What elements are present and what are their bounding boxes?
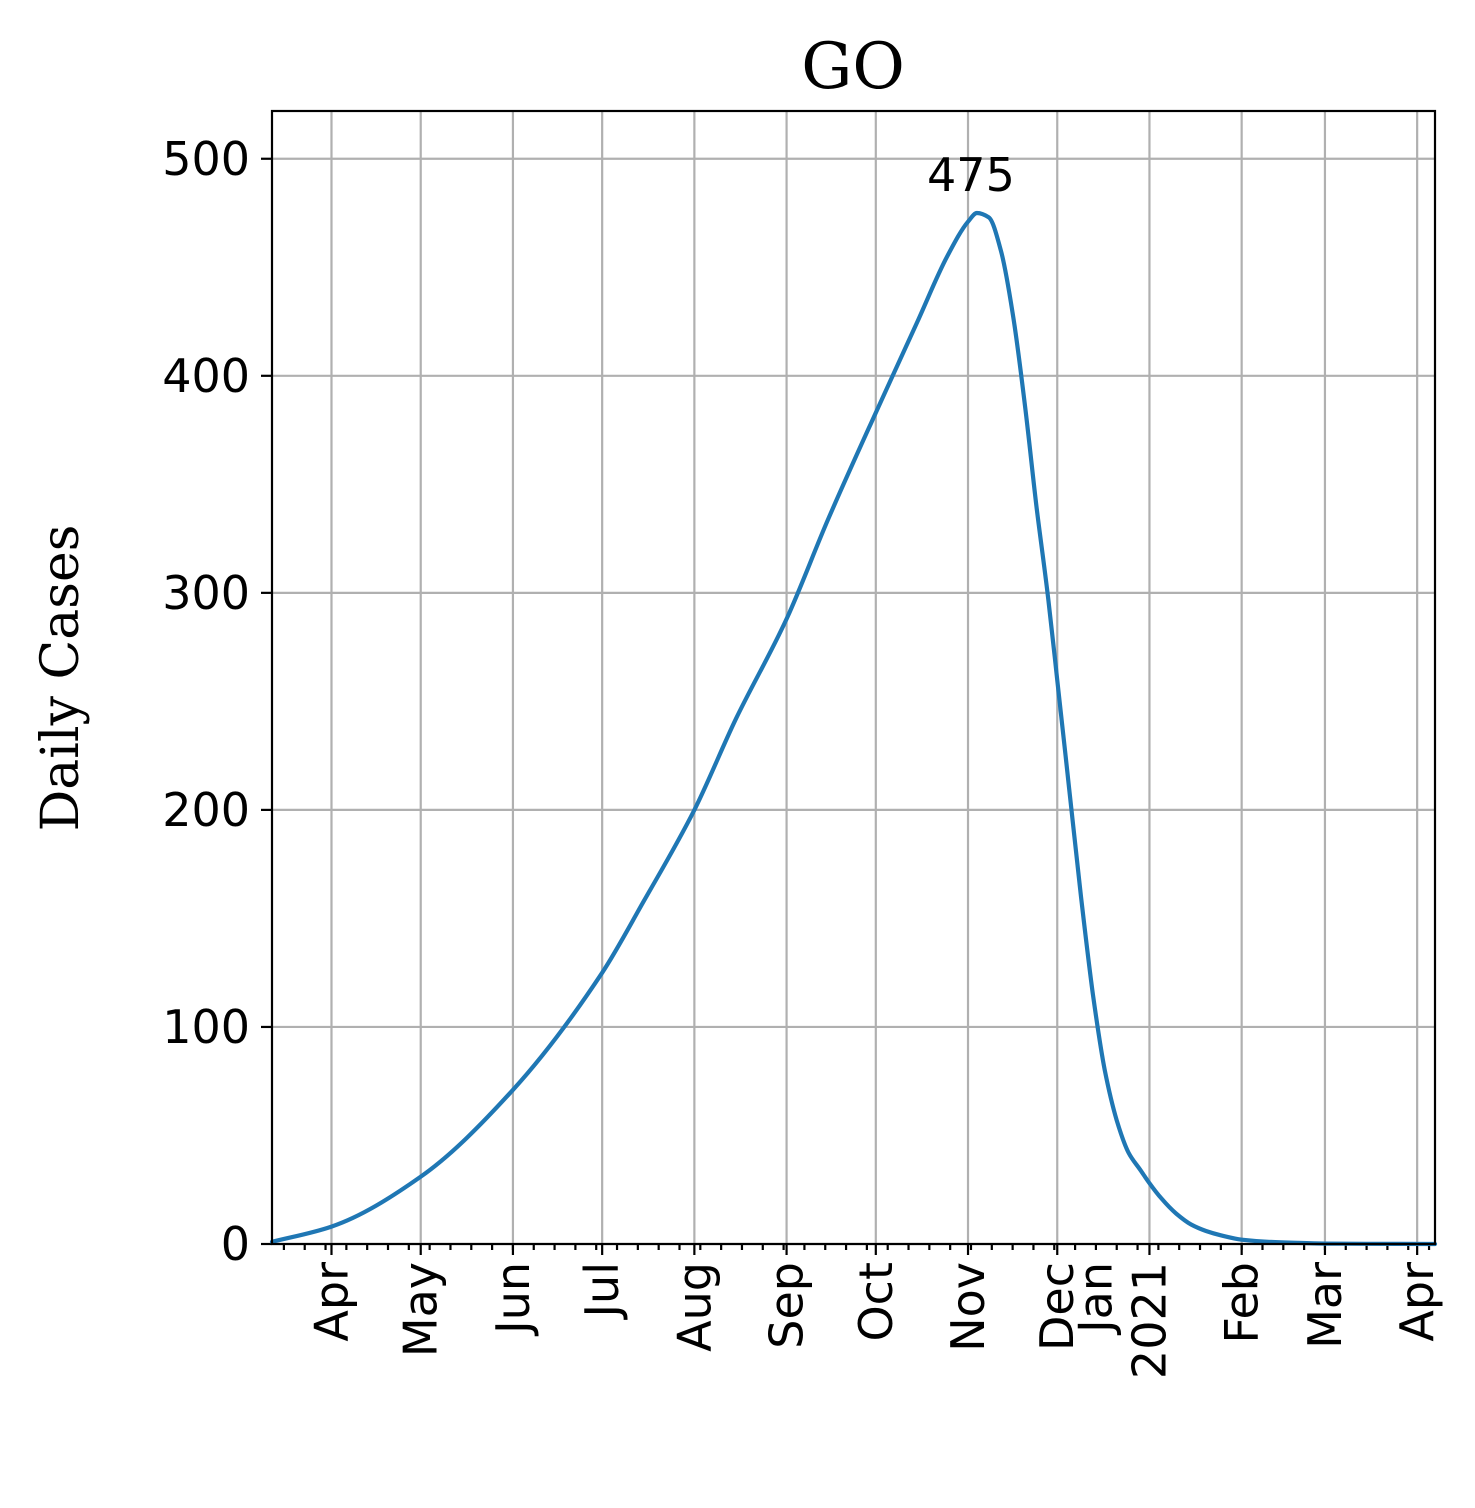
x-tick-label: Sep bbox=[760, 1262, 814, 1349]
y-tick-label: 300 bbox=[162, 566, 250, 620]
y-axis-label: Daily Cases bbox=[31, 525, 91, 832]
x-tick-label: Mar bbox=[1298, 1262, 1352, 1349]
x-tick-label: Oct bbox=[849, 1262, 903, 1342]
daily-cases-line bbox=[269, 210, 1438, 1247]
y-tick-label: 0 bbox=[221, 1217, 250, 1271]
x-tick-label: Apr bbox=[304, 1262, 358, 1342]
x-tick-label: Feb bbox=[1215, 1262, 1269, 1343]
x-tick-label: Apr bbox=[1390, 1262, 1444, 1342]
x-tick-label: Jan2021 bbox=[1068, 1262, 1176, 1379]
y-tick-label: 200 bbox=[162, 783, 250, 837]
chart-title: GO bbox=[801, 30, 905, 104]
plot-frame bbox=[270, 109, 1437, 1246]
grid-lines bbox=[272, 111, 1435, 1246]
x-tick-label: May bbox=[394, 1262, 448, 1357]
y-axis: 0 100 200 300 400 500 bbox=[162, 132, 272, 1271]
x-tick-label: Jul bbox=[575, 1262, 629, 1321]
y-tick-label: 500 bbox=[162, 132, 250, 186]
peak-annotation: 475 bbox=[927, 148, 1015, 202]
y-tick-label: 400 bbox=[162, 349, 250, 403]
x-tick-label: Nov bbox=[941, 1262, 995, 1352]
x-tick-label: Jun bbox=[486, 1262, 540, 1337]
x-tick-label: Dec bbox=[1030, 1262, 1084, 1351]
y-tick-label: 100 bbox=[162, 1000, 250, 1054]
x-tick-label: Aug bbox=[667, 1262, 721, 1352]
